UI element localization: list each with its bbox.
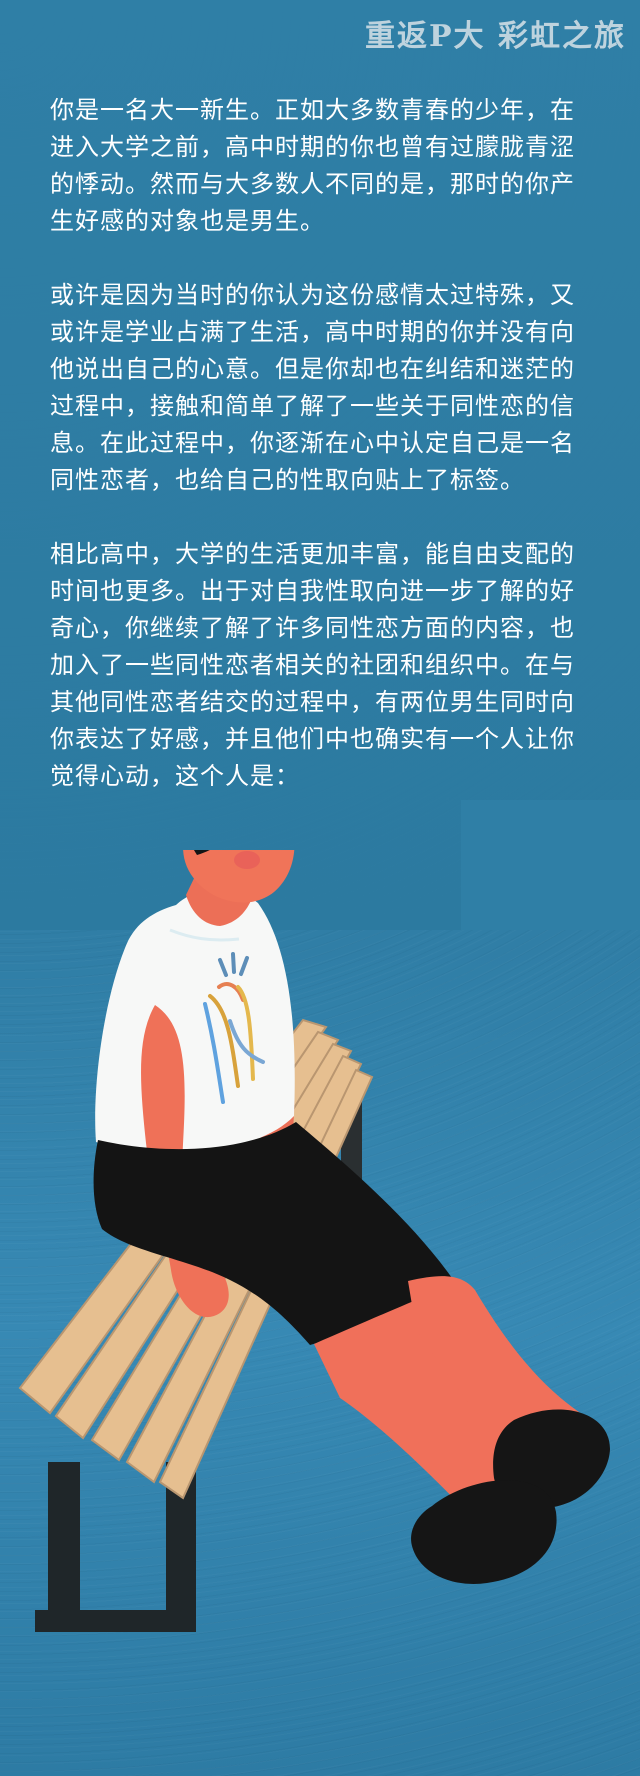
boy-sitting-on-bench-illustration [18, 850, 610, 1632]
head [183, 850, 295, 903]
panel-corner-decoration [461, 800, 640, 930]
front-arm [141, 1005, 229, 1318]
t-shirt [95, 888, 295, 1154]
story-paragraph-3: 相比高中，大学的生活更加丰富，能自由支配的时间也更多。出于对自我性取向进一步了解… [50, 540, 575, 790]
page-title: 重返P大 彩虹之旅 [364, 19, 626, 54]
black-shorts [93, 1122, 452, 1345]
text-panel [0, 0, 640, 930]
story-paragraph-1: 你是一名大一新生。正如大多数青春的少年，在进入大学之前，高中时期的你也曾有过朦胧… [50, 96, 575, 235]
shirt-rainbow-graphic [203, 952, 265, 1104]
shoes [411, 1409, 610, 1584]
story-content: 你是一名大一新生。正如大多数青春的少年，在进入大学之前，高中时期的你也曾有过朦胧… [50, 92, 580, 832]
story-paragraph-2: 或许是因为当时的你认为这份感情太过特殊，又或许是学业占满了生活，高中时期的你并没… [50, 281, 575, 494]
